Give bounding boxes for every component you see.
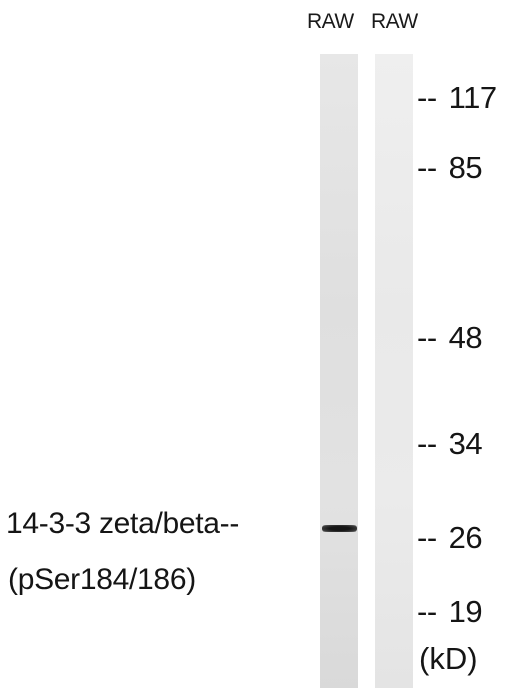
marker-dash: -- — [417, 80, 437, 115]
marker-dash: -- — [417, 594, 437, 629]
marker-19: -- 19 — [417, 594, 483, 629]
marker-dash: -- — [417, 520, 437, 555]
marker-dash: -- — [417, 426, 437, 461]
marker-value: 85 — [448, 150, 483, 185]
marker-dash: -- — [417, 150, 437, 185]
marker-dash: -- — [417, 320, 437, 355]
protein-name-label: 14-3-3 zeta/beta-- — [6, 507, 240, 540]
lane-label-2: RAW — [371, 10, 418, 33]
blot-lane-2 — [375, 54, 413, 688]
marker-26: -- 26 — [417, 520, 483, 555]
marker-value: 48 — [448, 320, 483, 355]
marker-117: -- 117 — [417, 82, 497, 113]
marker-85: -- 85 — [417, 150, 483, 185]
marker-48: -- 48 — [417, 320, 483, 355]
blot-lane-1 — [320, 54, 358, 688]
marker-value: 26 — [448, 520, 483, 555]
protein-band — [322, 525, 357, 532]
protein-modification-label: (pSer184/186) — [8, 563, 196, 596]
marker-value: 117 — [448, 80, 497, 115]
marker-value: 19 — [448, 594, 483, 629]
marker-value: 34 — [448, 426, 483, 461]
marker-34: -- 34 — [417, 426, 483, 461]
unit-label: (kD) — [419, 641, 478, 676]
lane-label-1: RAW — [307, 10, 354, 33]
